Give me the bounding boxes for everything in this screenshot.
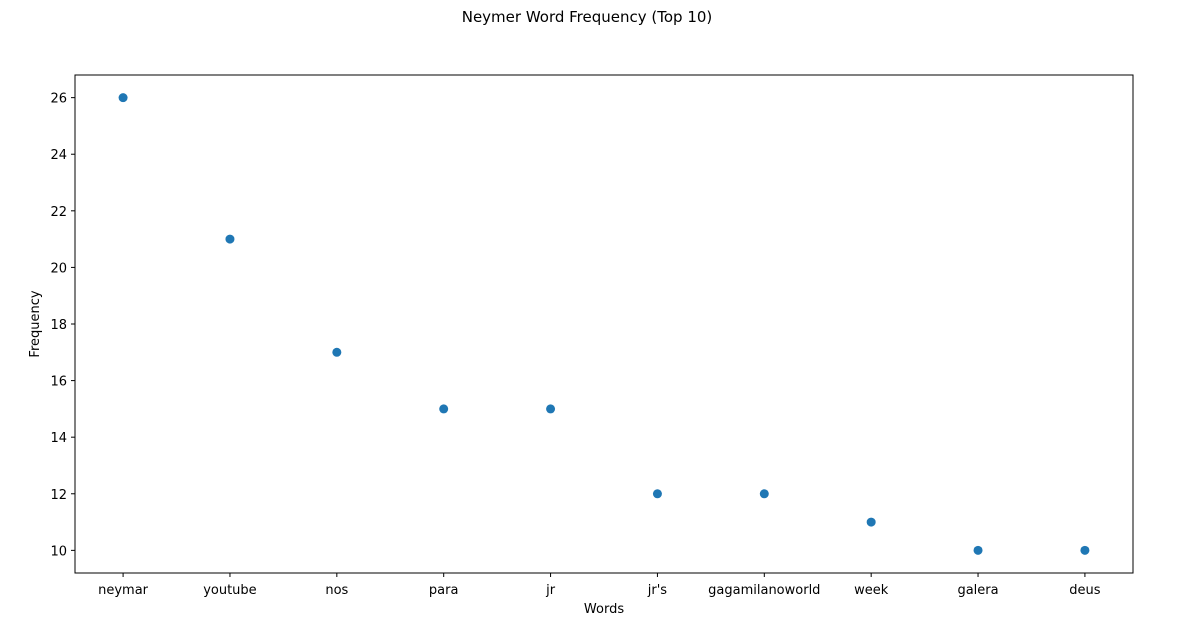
x-tick-label: gagamilanoworld <box>708 583 820 598</box>
y-tick-label: 12 <box>50 488 67 503</box>
data-points <box>118 93 1090 555</box>
data-point <box>332 347 342 357</box>
y-tick-label: 24 <box>50 148 67 163</box>
x-tick-label: week <box>854 583 889 598</box>
x-tick-label: para <box>429 583 459 598</box>
x-axis: neymar youtube nos para jr jr's gagamilanoworl… <box>98 573 1101 598</box>
data-point <box>118 93 128 103</box>
chart-title: Neymer Word Frequency (Top 10) <box>462 8 713 26</box>
plot-frame <box>74 74 1134 574</box>
data-point <box>973 545 983 555</box>
x-axis-label: Words <box>584 602 624 617</box>
y-axis-label: Frequency <box>28 290 43 357</box>
y-tick-label: 10 <box>50 544 67 559</box>
x-tick-label: nos <box>325 583 348 598</box>
data-point <box>866 517 876 527</box>
data-point <box>546 404 556 414</box>
x-tick-label: jr <box>545 583 556 598</box>
x-tick-label: jr's <box>647 583 668 598</box>
y-tick-label: 22 <box>50 205 67 220</box>
x-tick-label: neymar <box>98 583 149 598</box>
y-tick-label: 26 <box>50 92 67 107</box>
data-point <box>1080 545 1090 555</box>
y-tick-label: 18 <box>50 318 67 333</box>
y-tick-label: 20 <box>50 261 67 276</box>
data-point <box>759 489 769 499</box>
data-point <box>439 404 449 414</box>
y-tick-label: 16 <box>50 375 67 390</box>
y-tick-label: 14 <box>50 431 67 446</box>
y-axis: 10 12 14 16 18 20 22 24 26 <box>50 92 75 559</box>
x-tick-label: youtube <box>203 583 256 598</box>
data-point <box>225 234 235 244</box>
data-point <box>652 489 662 499</box>
x-tick-label: deus <box>1069 583 1100 598</box>
x-tick-label: galera <box>957 583 998 598</box>
